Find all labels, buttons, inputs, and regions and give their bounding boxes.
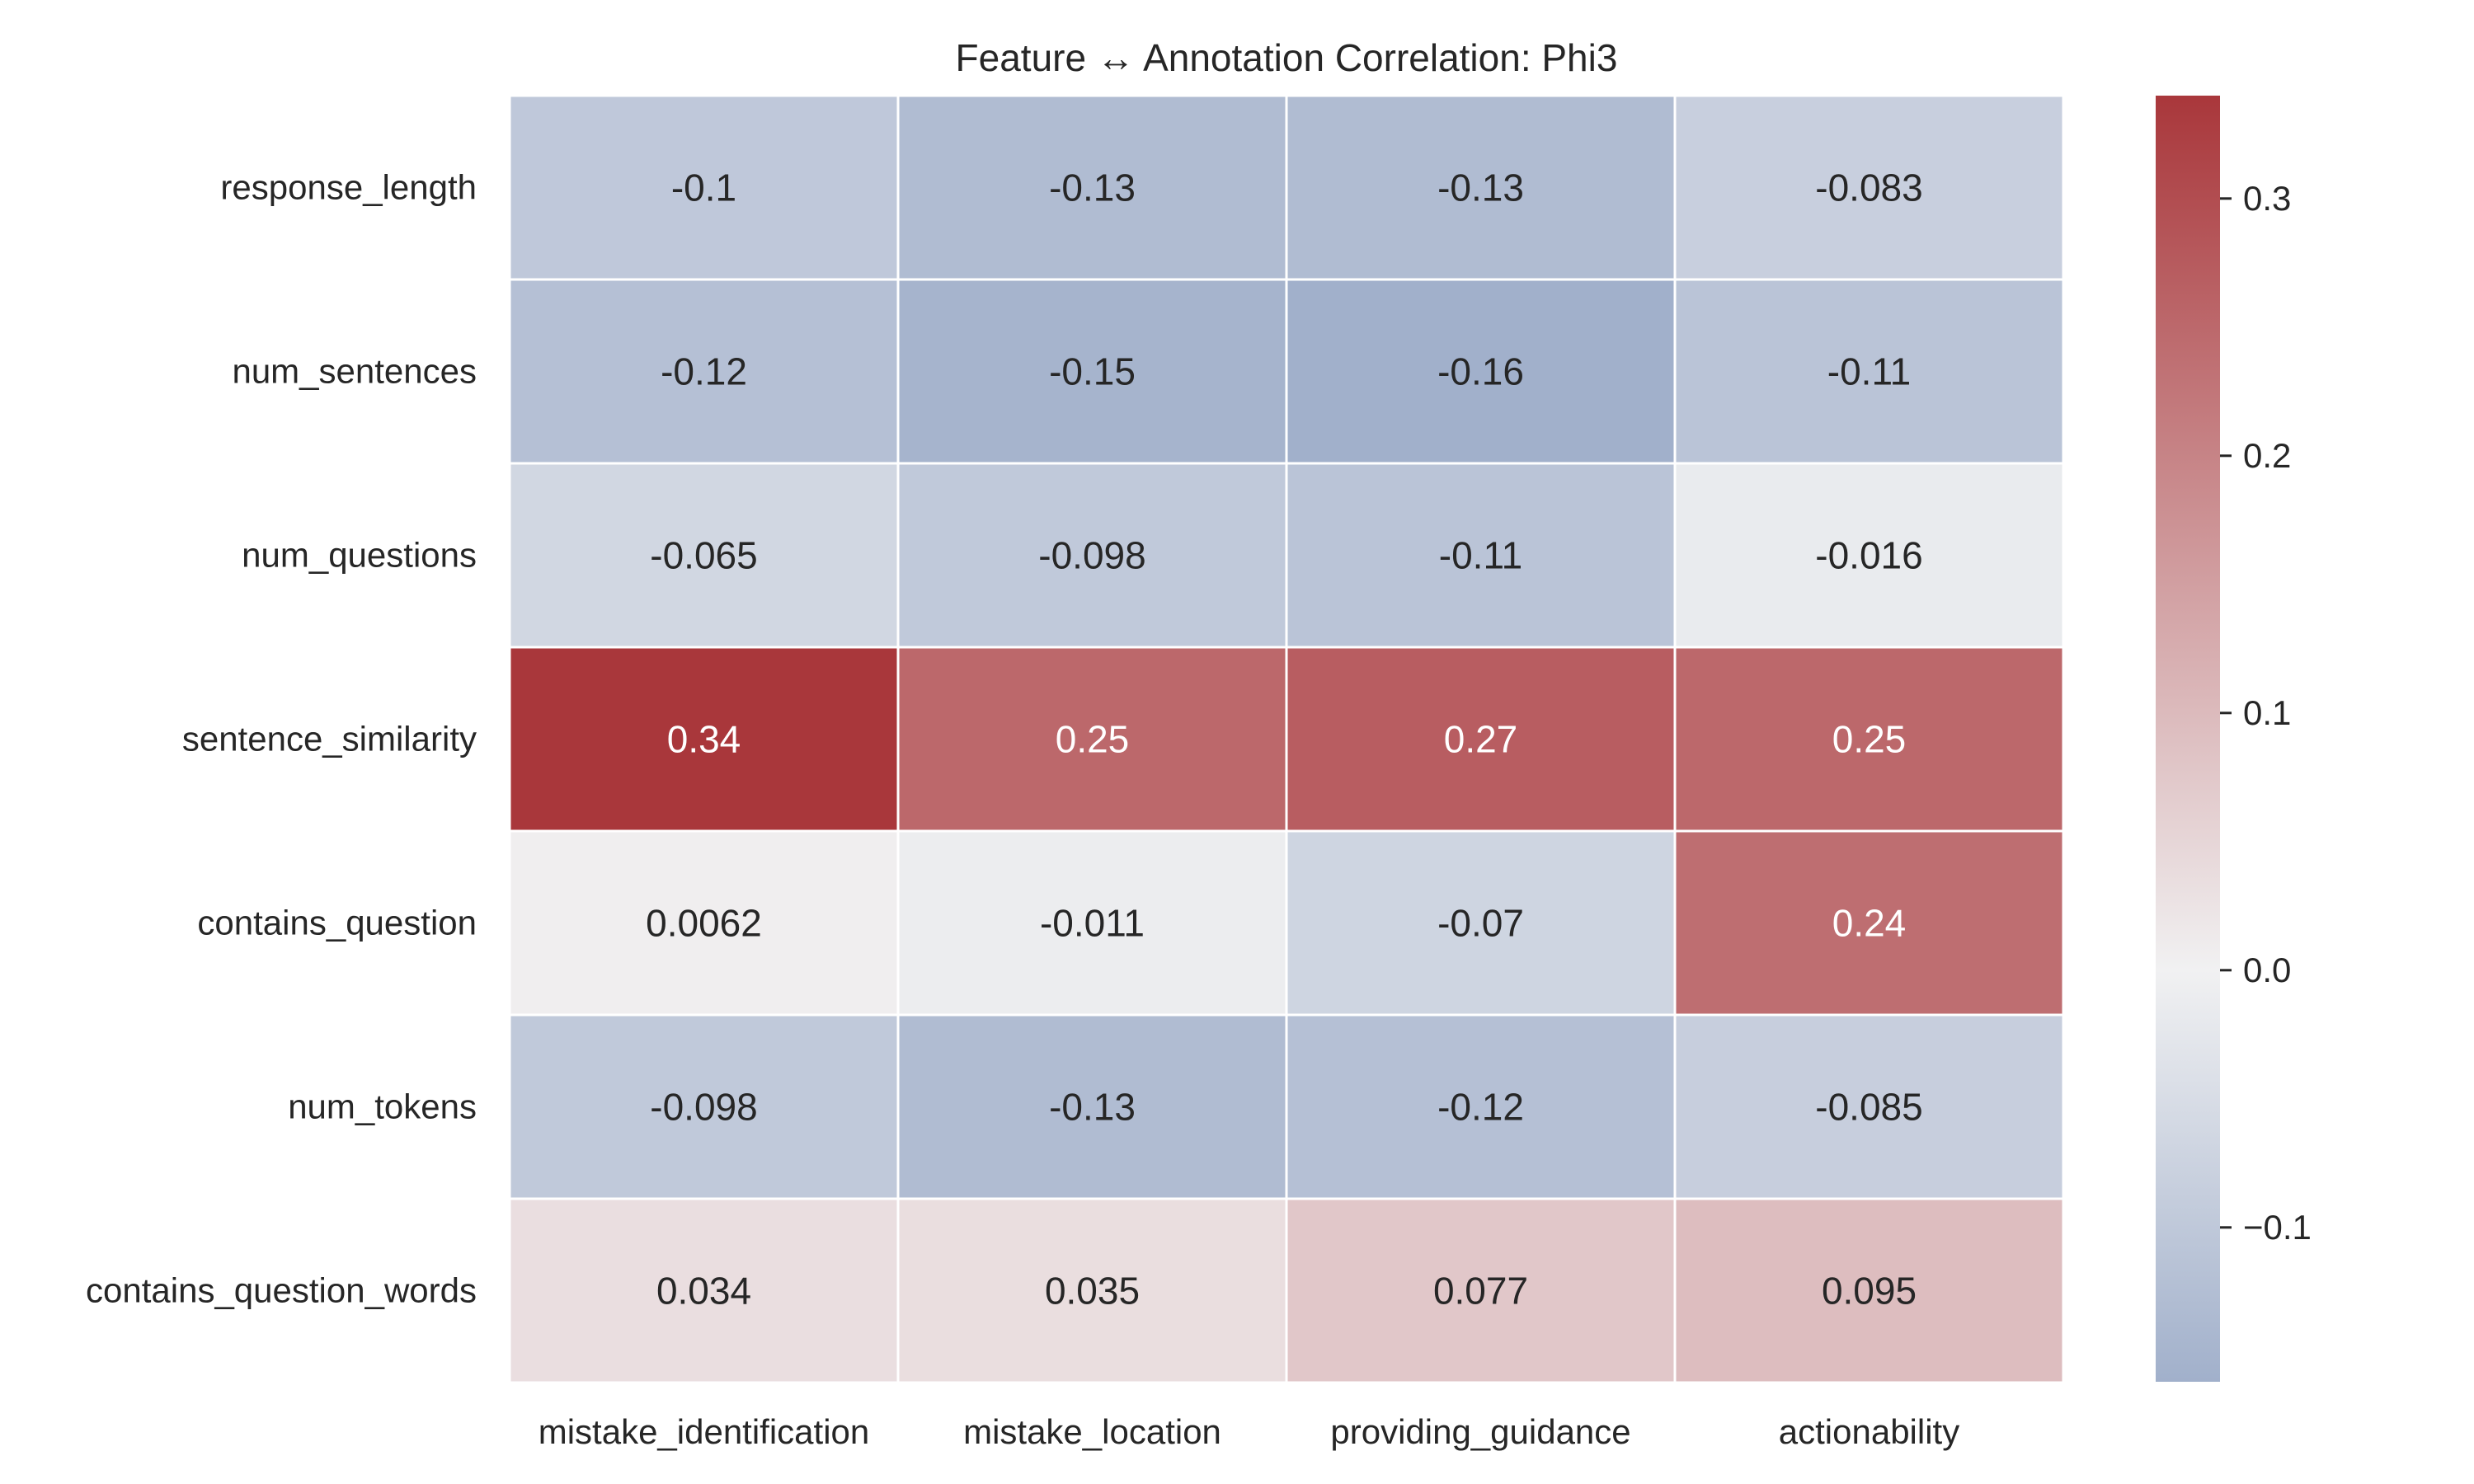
cell-value-label: -0.083 [1815,167,1922,209]
colorbar-tick-label: 0.3 [2243,179,2291,218]
colorbar-tick-label: 0.0 [2243,951,2291,989]
colorbar-tick-label: 0.1 [2243,693,2291,732]
heatmap-cell [1673,829,2065,1017]
cell-value-label: -0.07 [1437,902,1524,945]
column-label: mistake_location [963,1412,1221,1451]
cell-value-label: -0.016 [1815,534,1922,577]
cell-value-label: 0.077 [1433,1270,1528,1313]
heatmap-cell [1285,1197,1677,1384]
heatmap-cell [1285,829,1677,1017]
cell-value-label: -0.15 [1049,350,1136,393]
cell-value-label: -0.13 [1437,167,1524,209]
cell-value-label: 0.095 [1822,1270,1917,1313]
heatmap-cell [896,829,1288,1017]
cell-value-label: -0.011 [1040,902,1145,945]
cell-value-label: -0.11 [1827,350,1911,393]
cell-value-label: 0.25 [1056,718,1130,761]
heatmap-cell [896,94,1288,281]
heatmap-cell [1673,278,2065,465]
heatmap-cell [508,278,900,465]
cell-value-label: -0.12 [661,350,747,393]
heatmap-cell [1285,646,1677,833]
row-label: contains_question [197,904,477,942]
heatmap-cell [1673,1197,2065,1384]
heatmap-cell [1285,1013,1677,1200]
row-label: response_length [220,168,477,207]
colorbar-tick-label: 0.2 [2243,436,2291,475]
row-label: sentence_similarity [182,720,477,758]
heatmap-cell [896,1013,1288,1200]
cell-value-label: -0.13 [1049,167,1136,209]
heatmap-cell [896,646,1288,833]
cell-value-label: -0.098 [650,1086,757,1129]
row-label: num_sentences [232,352,477,391]
heatmap-cell [1673,1013,2065,1200]
cell-value-label: -0.1 [671,167,736,209]
row-label: num_tokens [288,1087,477,1126]
heatmap-cell [508,646,900,833]
cell-value-label: 0.034 [656,1270,751,1313]
heatmap-cell [896,278,1288,465]
column-label: actionability [1779,1412,1959,1451]
cell-value-label: 0.34 [667,718,741,761]
colorbar-gradient [2156,96,2220,1382]
heatmap-cells: -0.1 -0.13 -0.13 -0.083 -0.12 -0.15 -0.16 -0.11… [508,94,2065,1384]
row-labels: response_length num_sentences num_question… [86,168,477,1310]
heatmap-cell [1673,462,2065,649]
heatmap-cell [896,462,1288,649]
row-label: contains_question_words [86,1271,477,1310]
cell-value-label: -0.13 [1049,1086,1136,1129]
cell-value-label: 0.035 [1045,1270,1140,1313]
cell-value-label: -0.098 [1038,534,1145,577]
colorbar-tick-label: −0.1 [2243,1208,2312,1247]
cell-value-label: -0.065 [650,534,757,577]
heatmap-cell [508,94,900,281]
chart-title: Feature ↔ Annotation Correlation: Phi3 [956,36,1618,79]
heatmap-cell [508,1013,900,1200]
heatmap-cell [1673,646,2065,833]
heatmap-cell [508,829,900,1017]
column-label: mistake_identification [539,1412,870,1451]
cell-value-label: 0.0062 [646,902,762,945]
heatmap-cell [1673,94,2065,281]
heatmap-cell [1285,94,1677,281]
cell-value-label: 0.27 [1444,718,1518,761]
row-label: num_questions [242,536,477,575]
cell-value-label: -0.11 [1439,534,1522,577]
cell-value-label: 0.24 [1832,902,1907,945]
column-label: providing_guidance [1330,1412,1630,1451]
cell-value-label: -0.12 [1437,1086,1524,1129]
column-labels: mistake_identification mistake_location pr… [539,1412,1960,1451]
cell-value-label: -0.16 [1437,350,1524,393]
cell-value-label: -0.085 [1815,1086,1922,1129]
colorbar: 0.3 0.2 0.1 0.0 −0.1 [2156,96,2312,1382]
cell-value-label: 0.25 [1832,718,1907,761]
heatmap-cell [508,1197,900,1384]
